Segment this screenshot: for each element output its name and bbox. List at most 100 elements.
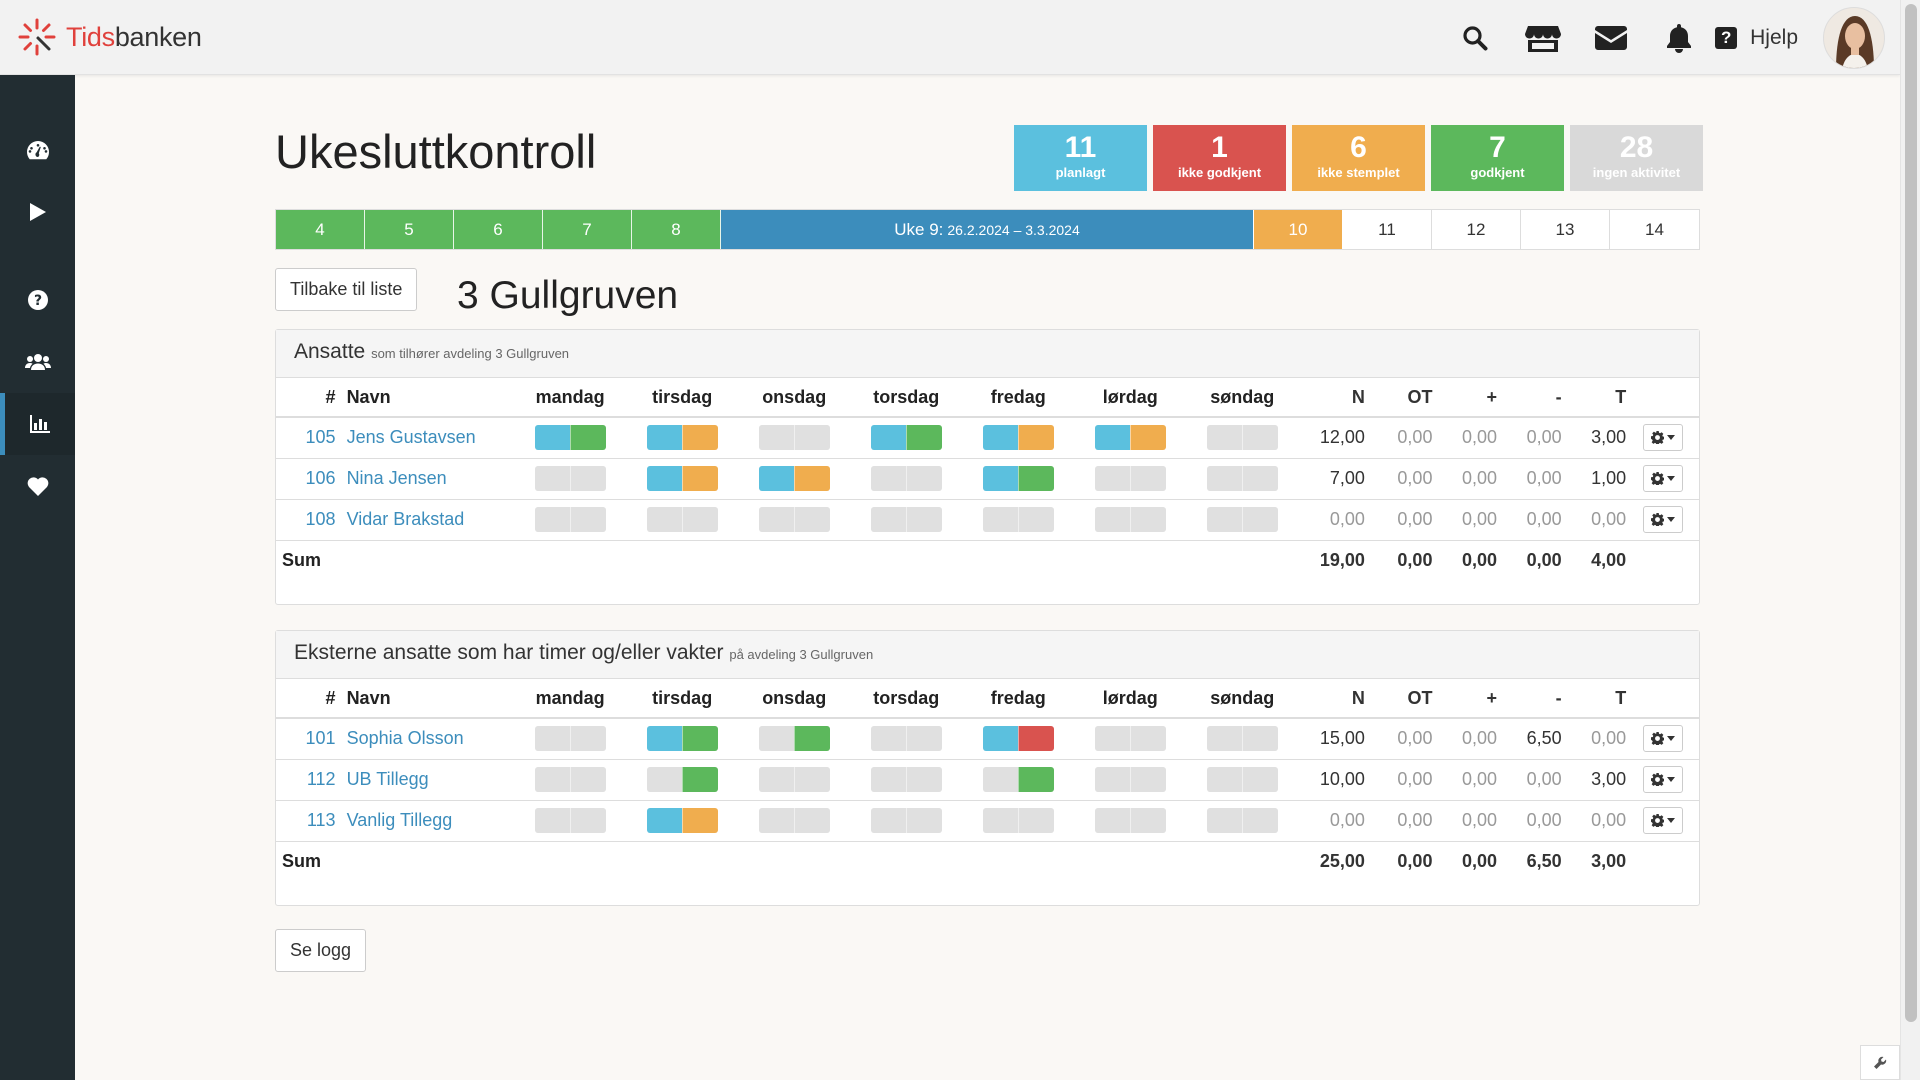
view-log-button[interactable]: Se logg	[275, 929, 367, 972]
row-settings-dropdown[interactable]	[1642, 465, 1683, 492]
day-status-indicator[interactable]	[646, 726, 718, 752]
store-button[interactable]	[1509, 0, 1577, 75]
scrollbar-thumb[interactable]	[1905, 4, 1917, 1022]
day-status-indicator[interactable]	[870, 466, 942, 491]
page-scrollbar[interactable]	[1900, 0, 1920, 1080]
sidebar-item-users[interactable]	[0, 331, 75, 393]
status-segment-gray	[1241, 808, 1278, 833]
employee-number-link[interactable]: 101	[276, 718, 339, 760]
day-status-indicator[interactable]	[534, 808, 606, 833]
day-status-indicator[interactable]	[646, 507, 718, 532]
employee-number-link[interactable]: 112	[276, 759, 339, 801]
week-5[interactable]: 5	[365, 210, 454, 249]
stat-godkjent[interactable]: 7 godkjent	[1431, 125, 1564, 191]
user-avatar[interactable]	[1823, 6, 1885, 69]
day-status-indicator[interactable]	[982, 726, 1054, 752]
day-status-indicator[interactable]	[1206, 767, 1278, 792]
stat-ikke-godkjent[interactable]: 1 ikke godkjent	[1153, 125, 1286, 191]
sidebar-item-favorites[interactable]	[0, 455, 75, 517]
sidebar-item-dashboard[interactable]	[0, 119, 75, 181]
day-status-indicator[interactable]	[982, 808, 1054, 833]
day-status-indicator[interactable]	[646, 808, 718, 833]
stat-planlagt[interactable]: 11 planlagt	[1014, 125, 1147, 191]
employee-number-link[interactable]: 108	[276, 499, 339, 541]
week-10[interactable]: 10	[1254, 210, 1343, 249]
day-status-indicator[interactable]	[758, 425, 830, 451]
day-status-indicator[interactable]	[1206, 507, 1278, 532]
day-status-indicator[interactable]	[982, 507, 1054, 532]
stat-ingen-aktivitet[interactable]: 28 ingen aktivitet	[1570, 125, 1703, 191]
day-cell-onsdag	[738, 458, 851, 500]
employee-name-link[interactable]: Sophia Olsson	[338, 718, 515, 760]
sidebar-item-reports[interactable]	[0, 393, 75, 455]
row-settings-dropdown[interactable]	[1642, 725, 1683, 753]
week-7[interactable]: 7	[543, 210, 632, 249]
employee-number-link[interactable]: 106	[276, 458, 339, 500]
employee-name-link[interactable]: UB Tillegg	[338, 759, 515, 801]
sidebar-item-play[interactable]	[0, 181, 75, 243]
day-status-indicator[interactable]	[1206, 726, 1278, 752]
day-status-indicator[interactable]	[1206, 466, 1278, 491]
help-link[interactable]: ? Hjelp	[1715, 26, 1798, 50]
employee-name-link[interactable]: Nina Jensen	[338, 458, 515, 500]
stat-ikke-stemplet[interactable]: 6 ikke stemplet	[1292, 125, 1425, 191]
day-status-indicator[interactable]	[870, 726, 942, 752]
notifications-button[interactable]	[1645, 0, 1713, 75]
employee-name-link[interactable]: Vidar Brakstad	[338, 499, 515, 541]
messages-button[interactable]	[1577, 0, 1645, 75]
day-status-indicator[interactable]	[534, 507, 606, 532]
employee-name-link[interactable]: Vanlig Tillegg	[338, 800, 515, 842]
day-status-indicator[interactable]	[1094, 726, 1166, 752]
day-status-indicator[interactable]	[982, 425, 1054, 451]
day-status-indicator[interactable]	[1094, 767, 1166, 792]
row-settings-dropdown[interactable]	[1642, 424, 1683, 452]
day-status-indicator[interactable]	[1094, 808, 1166, 833]
day-status-indicator[interactable]	[1094, 507, 1166, 532]
row-settings-dropdown[interactable]	[1642, 807, 1683, 834]
day-status-indicator[interactable]	[1206, 425, 1278, 451]
row-settings-dropdown[interactable]	[1642, 766, 1683, 793]
day-status-indicator[interactable]	[1094, 466, 1166, 491]
day-status-indicator[interactable]	[870, 767, 942, 792]
day-cell-mandag	[514, 759, 627, 801]
stat-label: ikke stemplet	[1317, 165, 1400, 180]
col-ot: OT	[1364, 378, 1433, 418]
week-13[interactable]: 13	[1521, 210, 1610, 249]
day-status-indicator[interactable]	[1094, 425, 1166, 451]
day-status-indicator[interactable]	[758, 808, 830, 833]
sidebar-item-help[interactable]: ?	[0, 269, 75, 331]
day-status-indicator[interactable]	[1206, 808, 1278, 833]
week-12[interactable]: 12	[1432, 210, 1521, 249]
debug-tools-button[interactable]	[1860, 1045, 1900, 1080]
employee-name-link[interactable]: Jens Gustavsen	[338, 417, 515, 459]
week-14[interactable]: 14	[1610, 210, 1699, 249]
search-button[interactable]	[1441, 0, 1509, 75]
day-status-indicator[interactable]	[534, 425, 606, 451]
employee-number-link[interactable]: 105	[276, 417, 339, 459]
back-to-list-button[interactable]: Tilbake til liste	[275, 268, 418, 311]
day-status-indicator[interactable]	[534, 466, 606, 491]
day-status-indicator[interactable]	[758, 507, 830, 532]
day-status-indicator[interactable]	[534, 726, 606, 752]
brand-logo[interactable]: Tidsbanken	[17, 17, 202, 57]
day-status-indicator[interactable]	[646, 767, 718, 792]
row-settings-dropdown[interactable]	[1642, 506, 1683, 533]
day-status-indicator[interactable]	[870, 808, 942, 833]
day-status-indicator[interactable]	[982, 466, 1054, 491]
week-current[interactable]: Uke 9: 26.2.2024 – 3.3.2024	[721, 210, 1254, 249]
day-status-indicator[interactable]	[870, 425, 942, 451]
day-status-indicator[interactable]	[646, 466, 718, 491]
day-status-indicator[interactable]	[758, 726, 830, 752]
week-6[interactable]: 6	[454, 210, 543, 249]
table-row: 112 UB Tillegg 10,00 0,00 0,00 0,00 3,00	[276, 759, 1699, 801]
day-status-indicator[interactable]	[982, 767, 1054, 792]
week-4[interactable]: 4	[276, 210, 365, 249]
day-status-indicator[interactable]	[758, 466, 830, 491]
week-11[interactable]: 11	[1343, 210, 1432, 249]
week-8[interactable]: 8	[632, 210, 721, 249]
day-status-indicator[interactable]	[646, 425, 718, 451]
day-status-indicator[interactable]	[870, 507, 942, 532]
day-status-indicator[interactable]	[758, 767, 830, 792]
day-status-indicator[interactable]	[534, 767, 606, 792]
employee-number-link[interactable]: 113	[276, 800, 339, 842]
